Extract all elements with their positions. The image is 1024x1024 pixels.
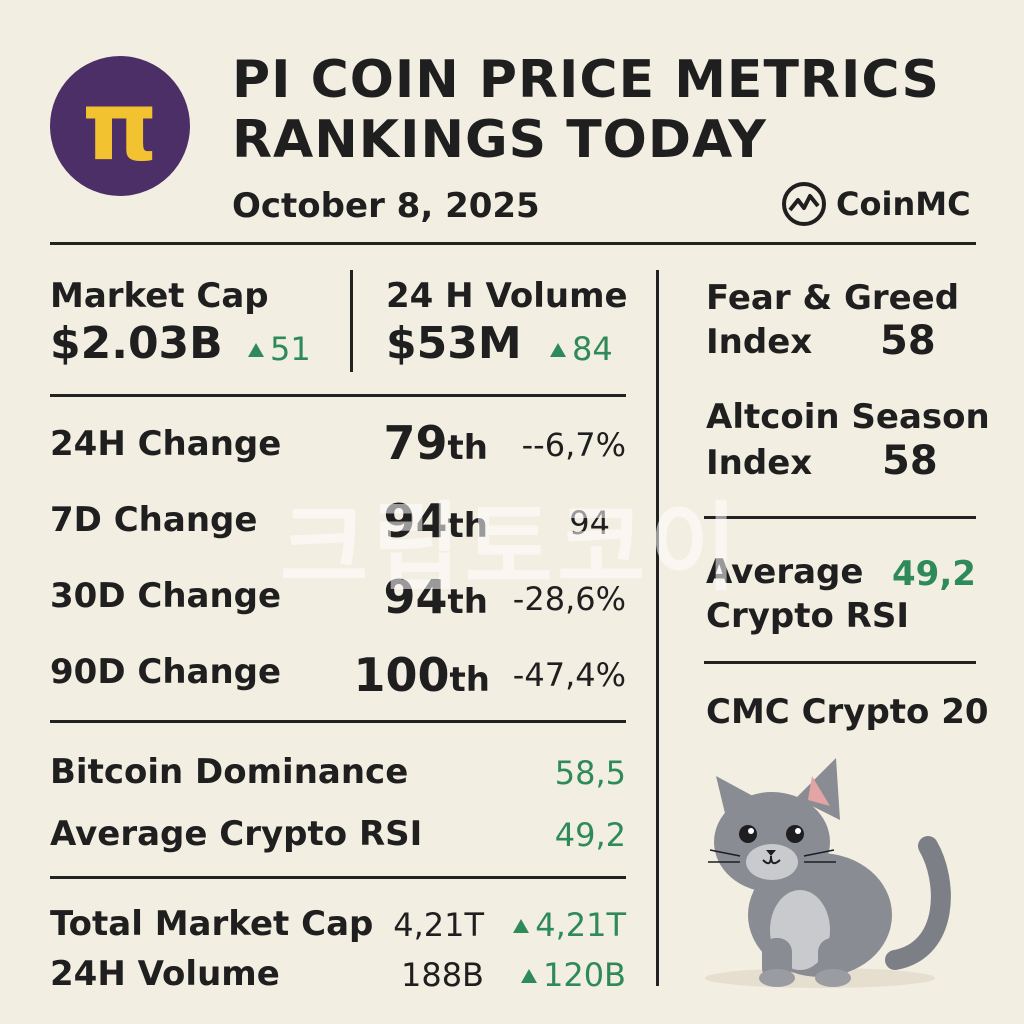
ranking-number: 79 — [383, 416, 448, 470]
watermark-text: 크립토코이 — [280, 492, 742, 604]
ranking-label: 30D Change — [50, 576, 282, 616]
sidebar-rsi-label-line1: Average — [706, 552, 864, 592]
dominance-bottom-divider — [50, 876, 626, 879]
summary-divider — [350, 270, 353, 372]
ranking-number: 94 — [383, 570, 448, 624]
market-cap-change: 51 — [248, 330, 311, 368]
page-title: PI COIN PRICE METRICS RANKINGS TODAY — [232, 50, 972, 170]
volume-value: $53M — [386, 318, 522, 369]
ranking-position: 94th — [340, 494, 488, 548]
total-market-cap-change: 4,21T — [500, 906, 626, 944]
ranking-change: -28,6% — [512, 580, 626, 618]
column-divider — [656, 270, 659, 986]
fear-greed-label-line2: Index — [706, 322, 813, 362]
altcoin-season-value: 58 — [882, 438, 938, 484]
pi-logo-glyph: π — [82, 70, 158, 182]
ranking-suffix: th — [447, 428, 488, 468]
total-volume-value: 188B — [400, 956, 484, 994]
total-market-cap-value: 4,21T — [393, 906, 484, 944]
summary-bottom-divider — [50, 394, 626, 397]
total-volume-label: 24H Volume — [50, 954, 280, 994]
altcoin-season-label-line2: Index — [706, 443, 813, 483]
ranking-change: -47,4% — [512, 656, 626, 694]
title-line-2: RANKINGS TODAY — [232, 110, 767, 170]
ranking-suffix: th — [449, 660, 490, 700]
avg-rsi-value: 49,2 — [554, 816, 626, 854]
bitcoin-dominance-value: 58,5 — [554, 754, 626, 792]
ranking-position: 79th — [340, 416, 488, 470]
cat-illustration — [705, 758, 951, 988]
ranking-position: 94th — [340, 570, 488, 624]
sidebar-divider-2 — [704, 661, 976, 664]
sidebar-rsi-label-line2: Crypto RSI — [706, 596, 909, 636]
sidebar-rsi-value: 49,2 — [892, 554, 976, 594]
ranking-label: 90D Change — [50, 652, 282, 692]
ranking-number: 100 — [353, 648, 450, 702]
ranking-label: 24H Change — [50, 424, 282, 464]
rankings-bottom-divider — [50, 720, 626, 723]
sidebar-divider-1 — [704, 516, 976, 519]
title-line-1: PI COIN PRICE METRICS — [232, 50, 940, 110]
avg-rsi-label: Average Crypto RSI — [50, 814, 423, 854]
total-volume-change: 120B — [500, 956, 626, 994]
fear-greed-label-line1: Fear & Greed — [706, 278, 960, 318]
ranking-suffix: th — [447, 506, 488, 546]
ranking-position: 100th — [320, 648, 491, 702]
market-cap-label: Market Cap — [50, 276, 269, 316]
ranking-change: 94 — [569, 504, 610, 542]
fear-greed-value: 58 — [880, 318, 936, 364]
altcoin-season-label-line1: Altcoin Season — [706, 397, 990, 437]
cmc-crypto-20-label: CMC Crypto 20 — [706, 692, 989, 732]
sidebar-rsi-label: Average Crypto RSI — [706, 550, 909, 638]
ranking-suffix: th — [447, 582, 488, 622]
market-cap-value: $2.03B — [50, 318, 223, 369]
coinmc-logo-icon — [782, 182, 826, 226]
total-market-cap-label: Total Market Cap — [50, 904, 374, 944]
bitcoin-dominance-label: Bitcoin Dominance — [50, 752, 409, 792]
coinmc-brand: CoinMC — [780, 180, 971, 228]
brand-name: CoinMC — [836, 185, 971, 223]
ranking-change: --6,7% — [521, 426, 626, 464]
volume-change: 84 — [550, 330, 613, 368]
altcoin-season-label: Altcoin Season Index — [706, 394, 990, 486]
pi-logo: π — [50, 56, 190, 196]
fear-greed-label: Fear & Greed Index — [706, 276, 959, 364]
volume-label: 24 H Volume — [386, 276, 628, 316]
report-date: October 8, 2025 — [232, 186, 540, 226]
ranking-label: 7D Change — [50, 500, 258, 540]
header-divider — [50, 242, 976, 245]
ranking-number: 94 — [383, 494, 448, 548]
